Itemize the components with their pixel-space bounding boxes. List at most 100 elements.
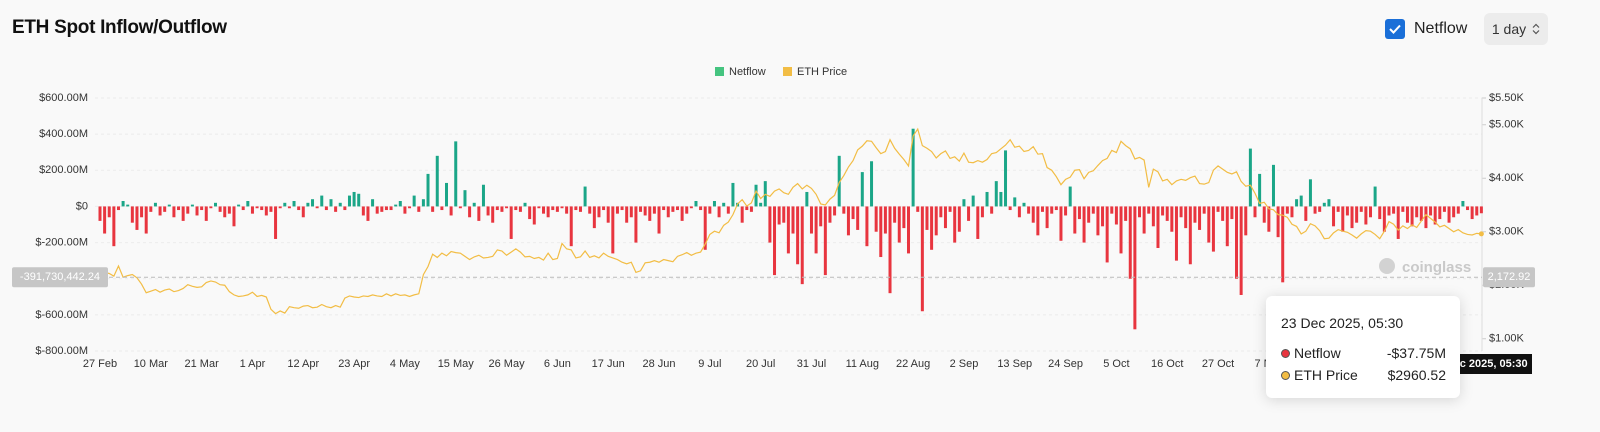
- x-tick-label: 22 Aug: [896, 358, 930, 370]
- netflow-toggle[interactable]: Netflow: [1385, 19, 1467, 39]
- netflow-bar: [532, 206, 536, 225]
- netflow-bar: [809, 206, 813, 234]
- netflow-bar: [1429, 206, 1433, 216]
- netflow-bar: [846, 206, 850, 236]
- netflow-bar: [578, 206, 582, 212]
- netflow-bar: [1156, 206, 1160, 248]
- interval-select[interactable]: 1 day: [1484, 13, 1548, 45]
- netflow-bar: [800, 206, 804, 285]
- x-tick-label: 21 Mar: [185, 358, 220, 370]
- netflow-bar: [999, 191, 1003, 207]
- netflow-bar: [851, 206, 855, 220]
- netflow-bar: [870, 161, 874, 207]
- netflow-bar: [920, 206, 924, 312]
- netflow-bar: [666, 206, 670, 218]
- netflow-bar: [1424, 206, 1428, 229]
- netflow-bar: [1452, 206, 1456, 218]
- netflow-bar: [1151, 206, 1155, 227]
- netflow-bar: [172, 206, 176, 218]
- netflow-bar: [708, 206, 712, 214]
- netflow-bar: [1221, 206, 1225, 221]
- netflow-bar: [565, 206, 569, 214]
- netflow-bar: [223, 206, 227, 218]
- y2-tick-label: $4.00K: [1489, 172, 1525, 184]
- netflow-bar: [306, 202, 310, 207]
- netflow-bar: [135, 206, 139, 230]
- x-tick-label: 13 Sep: [997, 358, 1032, 370]
- netflow-bar: [833, 206, 837, 216]
- select-arrows: [1532, 23, 1540, 35]
- netflow-bar: [417, 206, 421, 212]
- netflow-bar: [1068, 186, 1072, 207]
- netflow-bar: [1276, 206, 1280, 238]
- netflow-bar: [574, 206, 578, 211]
- netflow-bar: [823, 206, 827, 276]
- netflow-bar: [569, 206, 573, 247]
- netflow-bar: [463, 190, 467, 207]
- netflow-bar: [283, 202, 287, 207]
- netflow-bar: [588, 206, 592, 214]
- netflow-bar: [916, 206, 920, 212]
- x-tick-label: 9 Jul: [698, 358, 721, 370]
- netflow-bar: [126, 204, 130, 207]
- netflow-bar: [883, 206, 887, 234]
- netflow-bar: [1313, 206, 1317, 214]
- netflow-bar: [625, 206, 629, 223]
- netflow-bar: [1179, 206, 1183, 218]
- netflow-bar: [375, 206, 379, 214]
- netflow-bar: [967, 206, 971, 221]
- netflow-bar: [782, 206, 786, 223]
- netflow-bar: [514, 206, 518, 211]
- netflow-bar: [712, 201, 716, 207]
- netflow-bar: [334, 206, 338, 212]
- netflow-bar: [297, 206, 301, 211]
- netflow-bar: [1336, 206, 1340, 212]
- netflow-bar: [186, 206, 190, 214]
- netflow-bar: [274, 206, 278, 239]
- netflow-bar: [957, 206, 961, 232]
- netflow-bar: [431, 206, 435, 212]
- netflow-bar: [731, 182, 735, 207]
- netflow-bar: [1442, 206, 1446, 212]
- netflow-bar: [726, 206, 730, 214]
- x-tick-label: 27 Feb: [83, 358, 117, 370]
- netflow-bar: [1253, 206, 1257, 218]
- toggle-label: Netflow: [1414, 20, 1468, 37]
- netflow-bar: [1382, 206, 1386, 232]
- netflow-bar: [320, 195, 324, 207]
- netflow-bar: [163, 206, 167, 212]
- netflow-bar: [343, 206, 347, 211]
- netflow-bar: [629, 206, 633, 218]
- price-point: [1478, 231, 1484, 237]
- netflow-bar: [546, 206, 550, 218]
- netflow-bar: [902, 206, 906, 229]
- x-tick-label: 1 Apr: [240, 358, 266, 370]
- netflow-bar: [759, 202, 763, 207]
- y-tick-label: $200.00M: [39, 164, 88, 176]
- netflow-bar: [1188, 206, 1192, 265]
- netflow-bar: [643, 206, 647, 216]
- netflow-bar: [324, 206, 328, 211]
- netflow-bar: [722, 202, 726, 207]
- netflow-bar: [1004, 150, 1008, 207]
- x-tick-label: 27 Oct: [1202, 358, 1234, 370]
- netflow-bar: [1147, 206, 1151, 214]
- checkbox[interactable]: [1385, 19, 1405, 39]
- netflow-bar: [1359, 206, 1363, 212]
- netflow-bar: [209, 206, 213, 209]
- netflow-bar: [241, 206, 245, 211]
- interval-label: 1 day: [1491, 21, 1527, 37]
- tooltip-dot: [1281, 348, 1290, 358]
- netflow-bar: [1170, 206, 1174, 232]
- netflow-bar: [301, 206, 305, 218]
- watermark-logo: [1379, 258, 1395, 274]
- netflow-bar: [454, 141, 458, 207]
- netflow-bar: [523, 202, 527, 207]
- netflow-bar: [481, 184, 485, 207]
- legend-swatch: [783, 67, 792, 76]
- netflow-bar: [1114, 206, 1118, 225]
- crosshair-y2-label: 2,172.92: [1488, 271, 1531, 283]
- netflow-bar: [1239, 206, 1243, 295]
- netflow-bar: [98, 206, 102, 221]
- netflow-bar: [394, 204, 398, 207]
